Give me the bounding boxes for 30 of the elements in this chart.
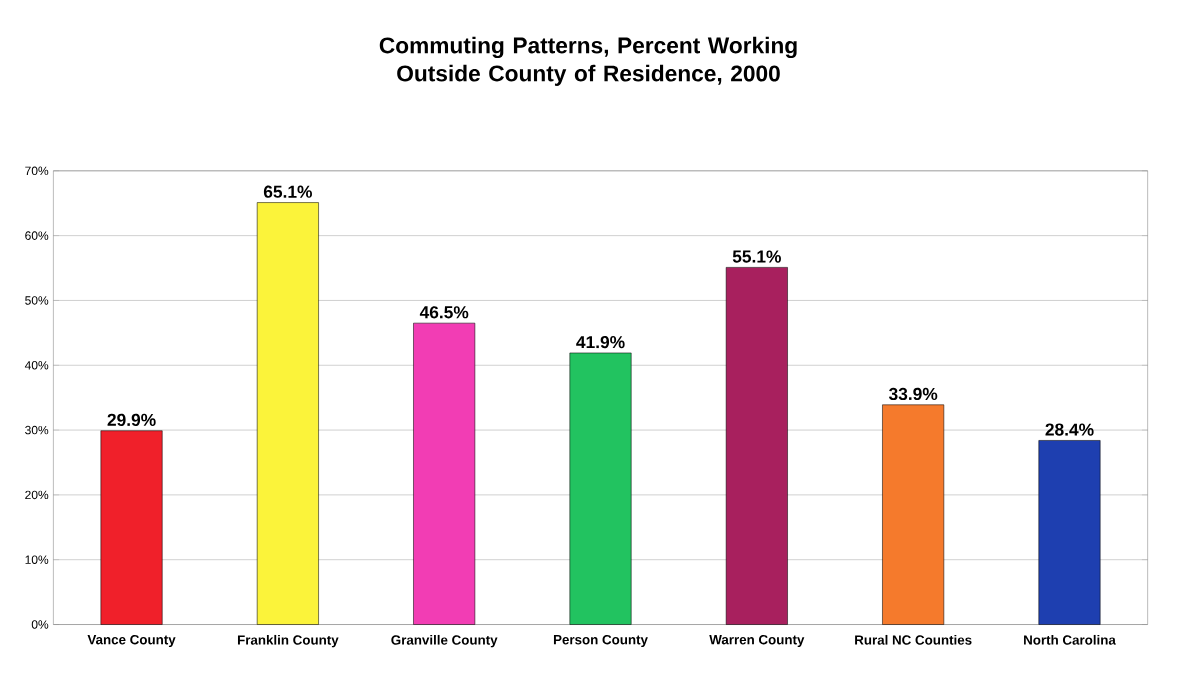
bar: [725, 267, 788, 625]
bar: [100, 430, 163, 625]
bar: [1038, 440, 1101, 625]
data-label: 28.4%: [1045, 423, 1094, 436]
data-label: 46.5%: [419, 306, 469, 319]
x-tick-label: Person County: [553, 635, 648, 648]
y-tick-label: 40%: [24, 361, 49, 370]
bar: [256, 202, 319, 625]
y-tick-label: 70%: [25, 166, 49, 176]
x-tick-label: Granville County: [391, 635, 498, 648]
bar: [882, 404, 945, 625]
bar: [569, 352, 632, 625]
y-tick-label: 10%: [25, 555, 49, 565]
y-tick-label: 30%: [25, 426, 49, 435]
data-label: 65.1%: [263, 185, 312, 199]
y-tick-label: 0%: [31, 620, 49, 629]
x-tick-label: North Carolina: [1024, 635, 1116, 645]
y-tick-label: 50%: [25, 296, 49, 305]
chart-title: Commuting Patterns, Percent Working Outside County of Residence, 2000: [379, 37, 797, 87]
bar: [413, 323, 476, 625]
data-label: 41.9%: [576, 336, 625, 349]
x-tick-label: Franklin County: [237, 635, 339, 648]
y-tick-label: 20%: [25, 490, 49, 500]
x-tick-label: Vance County: [87, 635, 176, 648]
data-label: 33.9%: [888, 387, 938, 401]
data-label: 29.9%: [107, 413, 156, 427]
data-label: 55.1%: [732, 250, 781, 263]
x-tick-label: Rural NC Counties: [855, 635, 972, 645]
y-tick-label: 60%: [25, 231, 49, 241]
x-tick-label: Warren County: [709, 635, 805, 648]
